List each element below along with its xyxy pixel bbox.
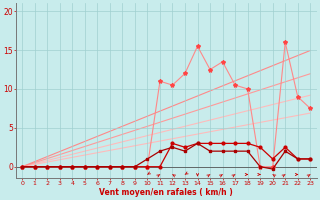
- X-axis label: Vent moyen/en rafales ( km/h ): Vent moyen/en rafales ( km/h ): [99, 188, 233, 197]
